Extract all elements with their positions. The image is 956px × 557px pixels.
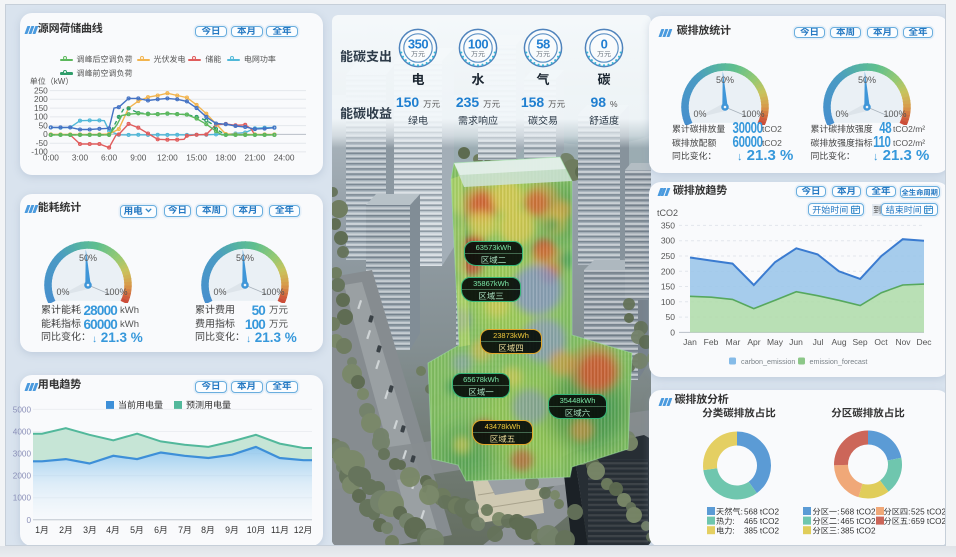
svg-text:150: 150 [34, 103, 48, 113]
svg-text:7月: 7月 [178, 525, 192, 535]
svg-text:0:00: 0:00 [43, 153, 60, 163]
svg-text:300: 300 [661, 236, 675, 246]
svg-text:-50: -50 [36, 138, 48, 148]
svg-text:4月: 4月 [106, 525, 120, 535]
svg-text:50%: 50% [858, 75, 876, 85]
svg-text:天然气:: 天然气: [716, 507, 743, 516]
svg-text:3:00: 3:00 [72, 153, 89, 163]
svg-text:Oct: Oct [874, 337, 888, 347]
svg-text:May: May [767, 337, 784, 347]
svg-text:emission_forecast: emission_forecast [810, 357, 868, 366]
svg-text:3月: 3月 [83, 525, 97, 535]
svg-text:-100: -100 [31, 147, 48, 157]
svg-text:万元: 万元 [597, 51, 611, 59]
svg-text:8月: 8月 [201, 525, 215, 535]
svg-text:Jul: Jul [813, 337, 824, 347]
svg-text:659 tCO2: 659 tCO2 [911, 517, 946, 526]
svg-text:568 tCO2: 568 tCO2 [841, 507, 876, 516]
svg-text:万元: 万元 [471, 51, 485, 59]
svg-text:Mar: Mar [726, 337, 741, 347]
svg-text:分区碳排放占比: 分区碳排放占比 [831, 407, 905, 419]
svg-text:0: 0 [670, 327, 675, 337]
svg-text:0%: 0% [693, 109, 706, 119]
svg-text:0%: 0% [213, 287, 226, 297]
svg-text:100: 100 [468, 37, 488, 52]
svg-text:Sep: Sep [852, 337, 867, 347]
svg-text:385 tCO2: 385 tCO2 [744, 526, 779, 535]
svg-text:11月: 11月 [271, 525, 289, 535]
svg-text:分区四:: 分区四: [884, 507, 911, 516]
svg-text:分区二:: 分区二: [813, 517, 840, 526]
svg-text:0: 0 [26, 516, 31, 525]
svg-text:Jun: Jun [789, 337, 803, 347]
svg-text:200: 200 [661, 266, 675, 276]
svg-text:12:00: 12:00 [157, 153, 178, 163]
svg-text:58: 58 [536, 37, 550, 52]
svg-text:12月: 12月 [294, 525, 313, 535]
svg-text:Apr: Apr [747, 337, 760, 347]
svg-text:250: 250 [34, 85, 48, 95]
svg-text:6:00: 6:00 [101, 153, 118, 163]
svg-text:Aug: Aug [831, 337, 846, 347]
svg-text:100%: 100% [261, 287, 284, 297]
svg-text:525 tCO2: 525 tCO2 [911, 507, 946, 516]
svg-text:3000: 3000 [13, 450, 32, 459]
svg-text:50%: 50% [716, 75, 734, 85]
svg-text:万元: 万元 [411, 51, 425, 59]
svg-text:Dec: Dec [916, 337, 932, 347]
svg-text:9:00: 9:00 [130, 153, 147, 163]
svg-text:分类碳排放占比: 分类碳排放占比 [702, 407, 776, 419]
svg-text:568 tCO2: 568 tCO2 [744, 507, 779, 516]
svg-text:0%: 0% [835, 109, 848, 119]
svg-text:0: 0 [43, 129, 48, 139]
svg-text:15:00: 15:00 [186, 153, 207, 163]
svg-text:2月: 2月 [59, 525, 73, 535]
svg-text:385 tCO2: 385 tCO2 [841, 526, 876, 535]
svg-text:分区一:: 分区一: [813, 507, 840, 516]
svg-text:Nov: Nov [895, 337, 911, 347]
svg-text:350: 350 [408, 37, 428, 52]
svg-text:电力:: 电力: [716, 526, 735, 535]
svg-text:6月: 6月 [154, 525, 168, 535]
svg-text:9月: 9月 [225, 525, 239, 535]
svg-text:4000: 4000 [13, 428, 32, 437]
svg-text:100%: 100% [741, 109, 764, 119]
svg-text:100: 100 [661, 297, 675, 307]
svg-text:万元: 万元 [536, 51, 550, 59]
svg-text:100%: 100% [883, 109, 906, 119]
svg-text:0: 0 [601, 37, 608, 52]
svg-text:50: 50 [39, 120, 49, 130]
svg-text:100: 100 [34, 112, 48, 122]
svg-text:2000: 2000 [13, 472, 32, 481]
svg-text:50%: 50% [236, 253, 254, 263]
svg-text:465 tCO2: 465 tCO2 [744, 517, 779, 526]
svg-text:Feb: Feb [704, 337, 719, 347]
svg-text:200: 200 [34, 94, 48, 104]
svg-text:24:00: 24:00 [274, 153, 295, 163]
svg-text:分区五:: 分区五: [884, 517, 911, 526]
svg-text:465 tCO2: 465 tCO2 [841, 517, 876, 526]
svg-text:50%: 50% [79, 253, 97, 263]
svg-text:50: 50 [666, 312, 676, 322]
svg-text:carbon_emission: carbon_emission [741, 357, 795, 366]
svg-text:100%: 100% [104, 287, 127, 297]
svg-text:21:00: 21:00 [245, 153, 266, 163]
svg-text:Jan: Jan [683, 337, 697, 347]
svg-text:1000: 1000 [13, 494, 32, 503]
svg-text:0%: 0% [56, 287, 69, 297]
svg-text:分区三:: 分区三: [813, 526, 840, 535]
svg-text:18:00: 18:00 [215, 153, 236, 163]
svg-text:5000: 5000 [13, 405, 32, 414]
svg-text:1月: 1月 [35, 525, 49, 535]
svg-text:5月: 5月 [130, 525, 144, 535]
svg-text:热力:: 热力: [716, 517, 735, 526]
svg-text:250: 250 [661, 251, 675, 261]
svg-text:150: 150 [661, 282, 675, 292]
svg-text:10月: 10月 [247, 525, 266, 535]
svg-text:350: 350 [661, 220, 675, 230]
